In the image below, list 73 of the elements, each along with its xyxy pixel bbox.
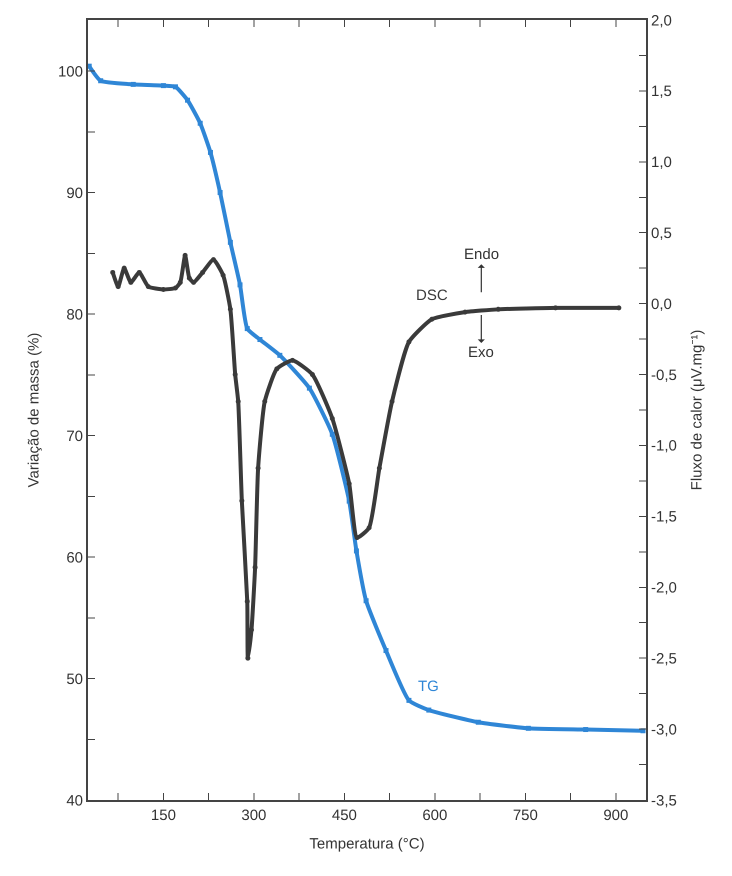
point: [244, 326, 250, 332]
y-tick-label: 40: [66, 792, 83, 810]
point: [220, 272, 226, 278]
y2-tick-label: -3,0: [651, 721, 677, 738]
y2-tick-label: 2,0: [651, 12, 672, 30]
point: [146, 284, 151, 290]
point: [200, 270, 206, 275]
y-tick-label: 60: [66, 549, 83, 566]
point: [306, 386, 312, 391]
x-tick-label: 300: [241, 807, 266, 824]
x-tick-label: 600: [422, 807, 448, 824]
point: [406, 698, 412, 703]
point: [160, 83, 166, 88]
point: [429, 316, 434, 322]
point: [526, 726, 531, 731]
point: [290, 358, 295, 363]
point: [262, 398, 268, 404]
y2-tick-label: 1,5: [651, 83, 672, 100]
point: [426, 708, 432, 713]
y2-tick-label: 0,0: [651, 296, 672, 313]
point: [274, 366, 280, 372]
point: [354, 535, 360, 540]
point: [186, 276, 192, 281]
y2-tick-label: -2,0: [651, 580, 677, 597]
y2-tick-label: -1,5: [651, 508, 677, 526]
y-tick-label: 100: [58, 63, 83, 80]
point: [98, 78, 104, 84]
point: [257, 337, 262, 342]
point: [228, 240, 233, 245]
y-tick-label: 90: [66, 184, 83, 202]
x-tick-label: 150: [150, 807, 176, 824]
point: [248, 627, 254, 632]
series-label: DSC: [416, 287, 448, 304]
y2-tick-label: 1,0: [651, 154, 672, 172]
point: [238, 282, 243, 288]
y2-tick-label: -0,5: [651, 366, 677, 384]
x-tick-label: 450: [332, 807, 357, 824]
point: [178, 280, 183, 285]
x-axis-title: Temperatura (°C): [309, 836, 425, 852]
point: [384, 648, 388, 654]
point: [208, 150, 213, 155]
point: [172, 84, 178, 90]
point: [218, 190, 223, 196]
point: [364, 598, 369, 604]
point: [354, 548, 359, 554]
point: [366, 525, 372, 530]
point: [277, 352, 282, 358]
point: [476, 720, 481, 725]
annotation: Exo: [468, 344, 494, 361]
x-tick-label: 900: [603, 807, 628, 824]
y2-tick-label: 0,5: [651, 224, 672, 242]
y-tick-label: 70: [66, 428, 83, 445]
point: [191, 280, 196, 285]
point: [210, 257, 216, 262]
y-axis-title: Variação de massa (%): [26, 332, 43, 488]
y2-tick-label: -1,0: [651, 438, 677, 455]
y2-axis-title: Fluxo de calor (μV.mg⁻¹): [688, 330, 706, 490]
y-tick-label: 80: [66, 306, 83, 324]
point: [185, 98, 190, 103]
y2-tick-label: -2,5: [651, 650, 677, 668]
point: [198, 120, 203, 126]
point: [245, 656, 250, 661]
x-tick-label: 750: [512, 807, 538, 824]
point: [330, 432, 335, 437]
y-tick-label: 50: [66, 670, 83, 688]
point: [130, 82, 136, 87]
point: [310, 372, 315, 378]
point: [406, 339, 412, 344]
y2-tick-label: -3,5: [651, 792, 677, 810]
series-label: TG: [418, 678, 439, 695]
point: [110, 270, 116, 275]
annotation: Endo: [464, 246, 500, 263]
point: [583, 727, 588, 732]
